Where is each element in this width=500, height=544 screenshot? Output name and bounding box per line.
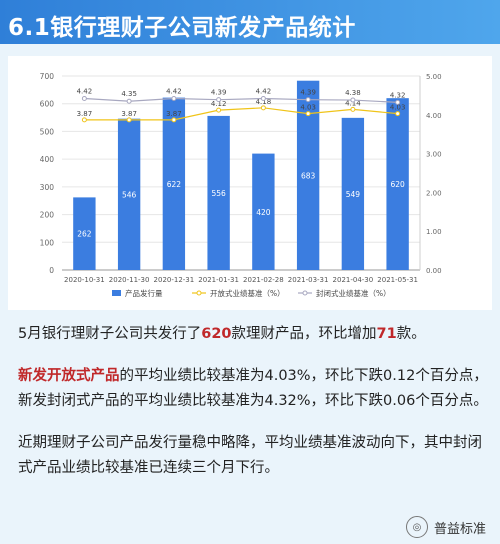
line-point (260, 105, 266, 111)
line-value-label: 4.14 (345, 99, 361, 107)
line-value-label: 4.32 (390, 91, 406, 99)
x-tick-label: 2021-04-30 (333, 276, 374, 284)
legend-swatch-marker (302, 290, 308, 296)
bar (117, 118, 141, 271)
line-point (350, 106, 356, 112)
y-tick-label: 100 (40, 238, 55, 247)
y-tick-label: 300 (40, 183, 55, 192)
line-value-label: 3.87 (77, 110, 93, 118)
line-point (305, 97, 311, 103)
line-point (216, 107, 222, 113)
p1-text-c: 款理财产品，环比增加 (231, 326, 377, 342)
line-value-label: 4.03 (390, 104, 406, 112)
bar-value-label: 549 (346, 190, 361, 199)
p2-highlight: 新发开放式产品 (18, 368, 120, 384)
page-title: 6.1银行理财子公司新发产品统计 (8, 15, 356, 41)
source-badge: ◎ 普益标准 (405, 516, 486, 538)
legend-swatch-bar (112, 290, 121, 296)
y-tick-label: 200 (40, 211, 55, 220)
title-banner: 6.1银行理财子公司新发产品统计 (0, 0, 500, 44)
series-line (84, 97, 398, 103)
bar-value-label: 262 (77, 230, 92, 239)
bar (341, 117, 365, 270)
bar-value-label: 620 (390, 180, 405, 189)
p2-text: 的平均业绩比较基准为4.03%，环比下跌0.12个百分点，新发封闭式产品的平均业… (18, 368, 488, 409)
bar (73, 197, 96, 270)
y-tick-label: 400 (40, 155, 55, 164)
legend-label: 开放式业绩基准（%） (210, 288, 285, 298)
line-value-label: 4.39 (211, 89, 227, 97)
summary-paragraph-2: 新发开放式产品的平均业绩比较基准为4.03%，环比下跌0.12个百分点，新发封闭… (18, 364, 488, 414)
x-tick-label: 2021-02-28 (243, 276, 284, 284)
y-tick-label: 700 (40, 72, 55, 81)
x-tick-label: 2020-11-30 (109, 276, 150, 284)
line-value-label: 4.35 (121, 90, 137, 98)
p1-highlight-increase: 71 (376, 326, 397, 342)
bar (162, 97, 186, 270)
x-tick-label: 2021-05-31 (377, 276, 418, 284)
y2-tick-label: 1.00 (426, 228, 442, 236)
x-tick-label: 2021-03-31 (288, 276, 329, 284)
bar-value-label: 683 (301, 171, 316, 180)
bar (386, 98, 409, 270)
p1-text-a: 5月银行理财子公司共发行了 (18, 326, 202, 342)
line-value-label: 4.03 (300, 104, 316, 112)
line-point (171, 117, 177, 123)
y2-tick-label: 3.00 (426, 151, 442, 159)
line-value-label: 3.87 (166, 110, 182, 118)
legend-label: 产品发行量 (125, 288, 163, 298)
line-value-label: 4.42 (256, 88, 272, 96)
bar (296, 80, 320, 270)
y-tick-label: 500 (40, 127, 55, 136)
summary-paragraph-1: 5月银行理财子公司共发行了620款理财产品，环比增加71款。 (18, 322, 488, 347)
bar-value-label: 420 (256, 208, 271, 217)
line-value-label: 4.12 (211, 100, 227, 108)
y2-tick-label: 0.00 (426, 267, 442, 275)
y-tick-label: 600 (40, 100, 55, 109)
line-value-label: 4.42 (166, 88, 182, 96)
line-value-label: 4.38 (345, 89, 361, 97)
y2-tick-label: 2.00 (426, 189, 442, 197)
summary-text: 5月银行理财子公司共发行了620款理财产品，环比增加71款。 新发开放式产品的平… (18, 322, 488, 498)
y-tick-label: 0 (49, 266, 54, 275)
line-point (260, 96, 266, 102)
bar (252, 153, 275, 270)
p1-highlight-count: 620 (201, 326, 232, 342)
line-point (305, 111, 311, 117)
legend-label: 封闭式业绩基准（%） (316, 288, 391, 298)
issuance-chart: 0 100 200 300 400 500 600 700 0.00 1.00 2.00 3.00 4.… (40, 72, 442, 298)
line-point (216, 97, 222, 103)
line-value-label: 4.42 (77, 88, 93, 96)
line-point (81, 96, 87, 102)
line-value-label: 4.39 (300, 89, 316, 97)
line-point (126, 98, 132, 104)
bar-value-label: 622 (167, 180, 182, 189)
line-point (126, 117, 132, 123)
x-tick-label: 2020-10-31 (64, 276, 105, 284)
line-point (81, 117, 87, 123)
line-point (350, 97, 356, 103)
bar-value-label: 546 (122, 190, 137, 199)
legend-swatch-marker (196, 290, 202, 296)
line-point (171, 96, 177, 102)
badge-label: 普益标准 (433, 521, 486, 537)
line-point (395, 111, 401, 117)
y2-tick-label: 5.00 (426, 73, 442, 81)
x-tick-label: 2021-01-31 (198, 276, 239, 284)
wechat-account-icon: ◎ (405, 516, 428, 538)
p1-text-e: 款。 (396, 326, 426, 342)
line-value-label: 4.18 (256, 98, 272, 106)
x-tick-label: 2020-12-31 (154, 276, 195, 284)
chart-card: 0 100 200 300 400 500 600 700 0.00 1.00 2.00 3.00 4.… (8, 56, 492, 310)
y2-tick-label: 4.00 (426, 112, 442, 120)
bar (207, 115, 230, 270)
summary-paragraph-3: 近期理财子公司产品发行量稳中略降，平均业绩基准波动向下，其中封闭式产品业绩比较基… (18, 435, 482, 476)
line-point (395, 99, 401, 105)
bar-value-label: 556 (211, 189, 226, 198)
line-value-label: 3.87 (121, 110, 137, 118)
series-line (84, 107, 398, 121)
